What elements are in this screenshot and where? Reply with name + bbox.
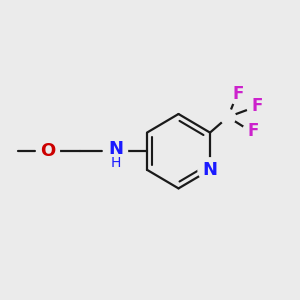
Circle shape — [227, 85, 247, 104]
Circle shape — [103, 139, 127, 163]
Circle shape — [37, 140, 59, 163]
Text: F: F — [252, 97, 263, 115]
Circle shape — [220, 110, 236, 124]
Circle shape — [198, 158, 222, 182]
Text: F: F — [232, 85, 244, 103]
Text: O: O — [40, 142, 56, 160]
Text: N: N — [202, 161, 217, 179]
Circle shape — [242, 122, 262, 142]
Circle shape — [247, 97, 266, 116]
Text: N: N — [108, 140, 123, 158]
Text: H: H — [110, 156, 121, 170]
Text: F: F — [247, 122, 259, 140]
